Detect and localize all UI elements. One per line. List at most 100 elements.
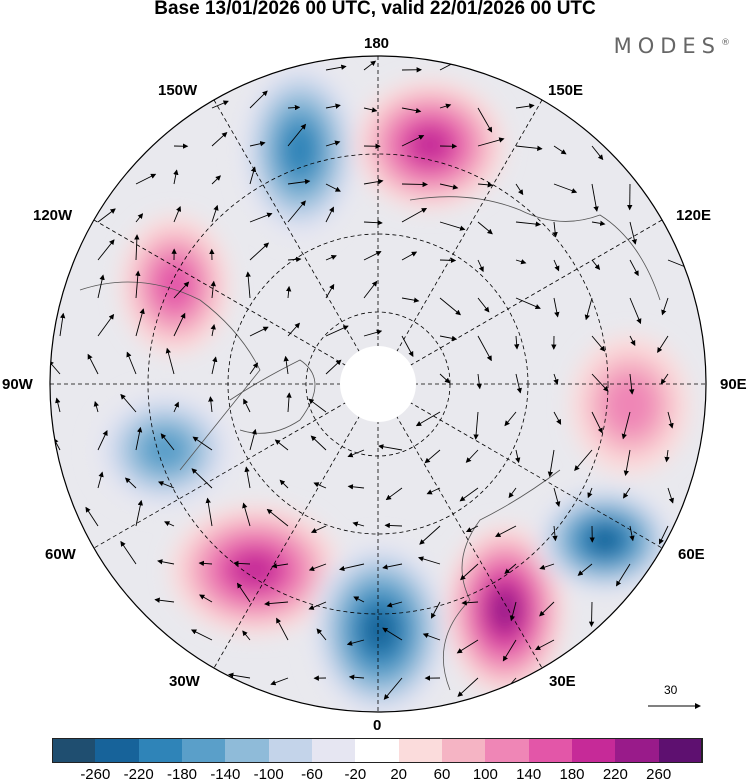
wind-arrow: [135, 173, 157, 185]
wind-arrow: [616, 563, 631, 587]
wind-arrow: [135, 270, 141, 299]
wind-arrow: [553, 373, 559, 385]
wind-arrow: [439, 103, 452, 109]
wind-arrow: [249, 326, 269, 337]
wind-arrow: [629, 297, 642, 325]
wind-arrow: [173, 205, 182, 223]
wind-arrow: [591, 411, 603, 434]
wind-arrow: [249, 242, 270, 261]
wind-arrow: [236, 582, 251, 603]
lon-label-150w: 150W: [158, 82, 198, 99]
wind-arrow: [591, 373, 609, 392]
wind-arrow: [97, 430, 108, 451]
wind-arrow: [325, 64, 347, 71]
anomaly-siberia-n-pacific-low: [282, 124, 318, 176]
wind-arrow: [661, 297, 669, 316]
lon-label-150e: 150E: [548, 82, 584, 99]
wind-arrow: [287, 179, 311, 185]
wind-arrow: [347, 484, 365, 490]
wind-arrow: [552, 525, 558, 542]
wind-arrow: [286, 392, 292, 413]
wind-arrow: [325, 359, 342, 375]
wind-arrow: [134, 234, 140, 261]
wind-arrow: [495, 525, 517, 537]
wind-arrow: [164, 521, 175, 527]
wind-arrow: [502, 639, 517, 662]
lon-label-60w: 60W: [45, 546, 76, 563]
wind-arrow: [422, 633, 441, 641]
wind-arrow: [363, 219, 383, 226]
wind-arrow: [473, 411, 479, 440]
wind-arrow: [243, 398, 251, 413]
wind-arrow: [97, 208, 116, 223]
wind-arrow: [439, 373, 451, 384]
wind-arrow: [120, 540, 137, 565]
wind-arrow: [316, 628, 327, 641]
lon-label-120e: 120E: [676, 207, 712, 224]
wind-arrow: [310, 525, 327, 533]
wind-arrow: [476, 373, 482, 390]
map-border: [49, 55, 707, 713]
wind-arrow: [657, 335, 669, 353]
wind-arrow: [126, 351, 137, 375]
wind-arrow: [477, 259, 484, 273]
wind-arrow: [539, 601, 555, 617]
brand-logo: MODES®: [613, 34, 730, 58]
pole-cap: [340, 346, 416, 422]
wind-arrow: [553, 259, 560, 272]
wind-arrow: [386, 601, 403, 608]
wind-arrow: [154, 597, 175, 603]
wind-arrow: [97, 239, 115, 261]
wind-arrow: [120, 393, 137, 413]
wind-arrow: [124, 477, 137, 489]
wind-arrow: [199, 594, 213, 603]
wind-arrow: [456, 639, 479, 654]
wind-arrow: [553, 411, 562, 425]
wind-arrow: [192, 436, 213, 451]
wind-arrow: [515, 297, 541, 310]
wind-arrow: [325, 206, 334, 223]
colorbar-tick-label: 100: [472, 766, 498, 783]
wind-arrow: [190, 629, 213, 641]
wind-arrow: [457, 677, 479, 697]
wind-arrow: [249, 141, 266, 147]
wind-arrow: [401, 297, 420, 303]
wind-arrow: [210, 323, 216, 337]
wind-arrow: [513, 335, 520, 350]
colorbar-tick-label: -180: [166, 766, 198, 783]
wind-arrow: [211, 204, 219, 223]
lon-label-30w: 30W: [169, 673, 200, 690]
wind-arrow: [461, 600, 479, 606]
wind-arrow: [353, 596, 365, 603]
anomaly-greenwich-low: [363, 608, 397, 652]
wind-arrow: [198, 560, 213, 567]
wind-arrow: [55, 397, 61, 413]
wind-arrow: [233, 560, 251, 567]
colorbar-tick-label: 140: [516, 766, 542, 783]
wind-arrow: [363, 107, 378, 113]
colorbar-cell: [572, 738, 617, 763]
wind-arrow: [363, 251, 382, 261]
colorbar-cell: [442, 738, 487, 763]
wind-arrow: [515, 259, 527, 265]
wind-arrow: [659, 525, 669, 545]
wind-arrow: [173, 401, 179, 413]
wind-arrow: [629, 259, 639, 277]
wind-arrow: [210, 280, 216, 299]
wind-arrow: [287, 200, 306, 223]
colorbar-tick-label: 220: [602, 766, 628, 783]
colorbar-cell: [528, 738, 573, 763]
colorbar-tick-label: 60: [433, 766, 451, 783]
wind-arrow: [97, 274, 105, 299]
colorbar-cell: [52, 738, 97, 763]
wind-arrow: [504, 411, 517, 427]
wind-arrow: [465, 525, 479, 533]
wind-arrow: [135, 213, 144, 223]
anomaly-n-atlantic-high: [230, 551, 280, 589]
colorbar-tick-label: 260: [646, 766, 672, 783]
colorbar-tick-label: -100: [253, 766, 284, 783]
wind-arrow: [553, 297, 560, 318]
wind-arrow: [509, 601, 517, 622]
wind-arrow: [270, 677, 289, 686]
anomaly-field: [95, 60, 690, 712]
